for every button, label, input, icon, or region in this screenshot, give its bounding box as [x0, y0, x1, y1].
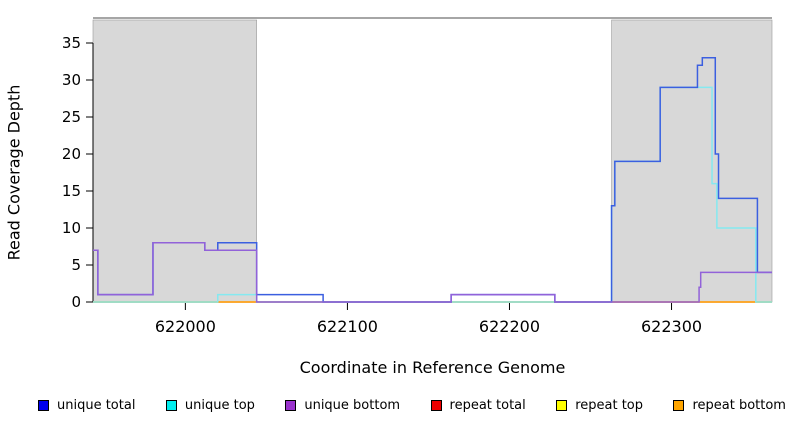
y-tick-label: 35	[62, 34, 81, 52]
legend-swatch-unique-bottom	[285, 400, 297, 411]
legend-label: unique bottom	[304, 398, 401, 413]
y-tick-label: 20	[62, 145, 81, 163]
legend-label: repeat total	[449, 398, 526, 413]
legend-swatch-repeat-bottom	[673, 400, 685, 411]
y-tick-label: 30	[62, 71, 81, 89]
y-tick-label: 15	[62, 182, 81, 200]
legend-item-unique-total: unique total	[38, 398, 135, 413]
x-tick-label: 622000	[155, 317, 216, 336]
legend-label: repeat bottom	[692, 398, 786, 413]
x-axis-title: Coordinate in Reference Genome	[299, 358, 566, 377]
y-tick-label: 25	[62, 108, 81, 126]
legend-swatch-repeat-total	[430, 400, 442, 411]
legend-item-repeat-top: repeat top	[556, 398, 643, 413]
legend-label: unique total	[57, 398, 136, 413]
legend-item-repeat-bottom: repeat bottom	[673, 398, 786, 413]
x-tick-label: 622200	[479, 317, 540, 336]
legend-label: unique top	[184, 398, 255, 413]
x-tick-label: 622100	[317, 317, 378, 336]
legend-item-unique-bottom: unique bottom	[285, 398, 400, 413]
legend-item-repeat-total: repeat total	[430, 398, 526, 413]
x-tick-label: 622300	[641, 317, 702, 336]
y-tick-label: 0	[71, 293, 81, 311]
legend-swatch-unique-total	[38, 400, 49, 411]
legend-label: repeat top	[575, 398, 643, 413]
y-tick-label: 10	[62, 219, 81, 237]
y-tick-label: 5	[71, 256, 81, 274]
legend: unique total unique top unique bottom repea…	[38, 398, 786, 413]
legend-item-unique-top: unique top	[165, 398, 255, 413]
series-unique-bottom	[93, 242, 772, 303]
legend-swatch-unique-top	[165, 400, 177, 411]
legend-swatch-repeat-top	[556, 400, 568, 411]
masked-region	[92, 19, 257, 303]
